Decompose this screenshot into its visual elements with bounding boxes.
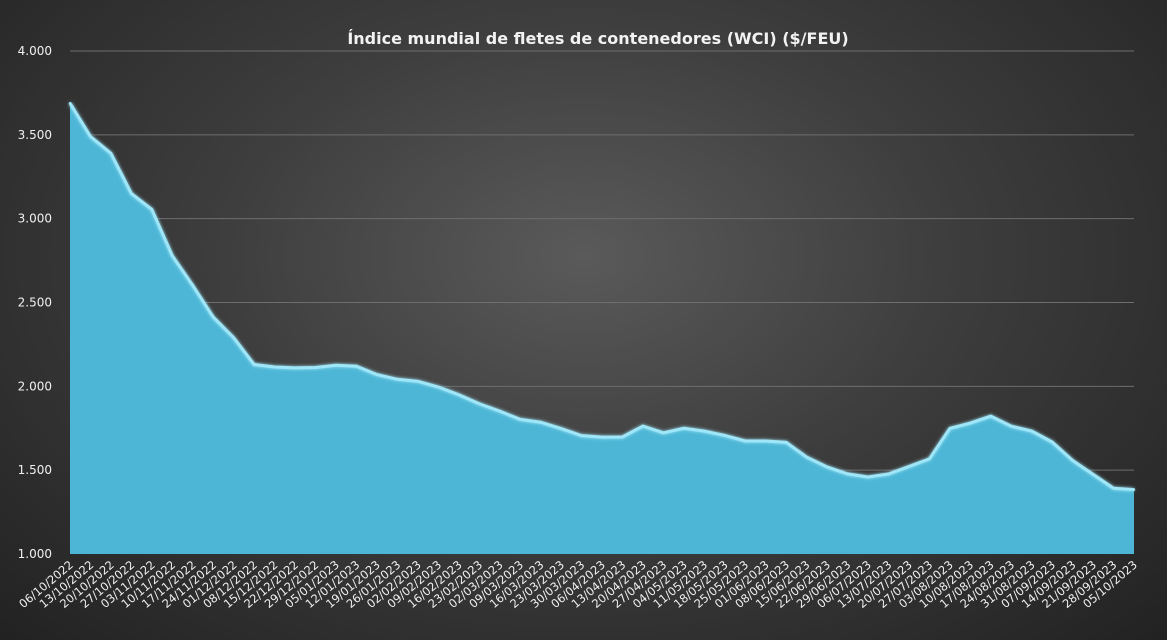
data-point: [89, 135, 92, 138]
data-point: [416, 380, 420, 383]
data-point: [948, 427, 952, 430]
data-point: [171, 254, 174, 257]
data-point: [662, 431, 665, 434]
data-point: [641, 424, 645, 428]
data-point: [907, 465, 911, 468]
data-point: [273, 365, 276, 369]
data-point: [928, 457, 931, 461]
data-point: [682, 427, 686, 430]
data-point: [866, 475, 870, 479]
data-point: [764, 439, 767, 443]
data-point: [130, 192, 133, 195]
series-wci: [68, 101, 1136, 554]
data-point: [396, 378, 399, 381]
y-tick-label: 1.000: [18, 547, 52, 561]
data-point: [805, 455, 808, 459]
x-axis-ticks: 06/10/202213/10/202220/10/202227/10/2022…: [16, 558, 1140, 611]
data-point: [784, 441, 788, 444]
y-tick-label: 3.500: [18, 128, 52, 142]
data-point: [293, 366, 297, 370]
y-tick-label: 3.000: [18, 212, 52, 226]
data-point: [846, 472, 849, 476]
data-point: [150, 208, 154, 211]
data-point: [580, 434, 583, 437]
data-point: [989, 414, 992, 418]
data-point: [969, 421, 972, 425]
data-point: [518, 418, 522, 421]
data-point: [252, 363, 256, 366]
data-point: [334, 364, 338, 367]
data-point: [1071, 459, 1074, 462]
data-point: [559, 427, 563, 430]
y-axis-ticks: 1.000 1.500 2.000 2.500 3.000 3.500 4.000: [18, 44, 52, 561]
data-point: [1010, 425, 1013, 428]
y-tick-label: 2.000: [18, 379, 52, 393]
y-tick-label: 1.500: [18, 463, 52, 477]
data-point: [539, 421, 542, 424]
area-fill: [70, 103, 1134, 554]
data-point: [1030, 429, 1033, 433]
data-point: [723, 434, 726, 437]
data-point: [887, 472, 890, 476]
data-point: [1050, 440, 1054, 444]
data-point: [457, 393, 460, 396]
data-point: [375, 373, 379, 376]
data-point: [498, 409, 501, 413]
data-point: [109, 152, 113, 155]
data-point: [744, 439, 747, 443]
data-point: [1112, 487, 1115, 490]
y-tick-label: 4.000: [18, 44, 52, 58]
data-point: [621, 435, 624, 439]
chart-title: Índice mundial de fletes de contenedores…: [347, 29, 848, 48]
data-point: [478, 402, 481, 405]
data-point: [232, 336, 235, 339]
data-point: [1132, 488, 1136, 491]
data-point: [437, 385, 440, 389]
data-point: [212, 315, 215, 319]
data-point: [68, 101, 72, 105]
data-point: [825, 465, 829, 469]
data-point: [1091, 473, 1095, 476]
data-point: [703, 429, 706, 433]
y-tick-label: 2.500: [18, 296, 52, 310]
data-point: [600, 435, 604, 439]
data-point: [355, 365, 358, 368]
data-point: [314, 366, 317, 369]
data-point: [191, 284, 194, 287]
